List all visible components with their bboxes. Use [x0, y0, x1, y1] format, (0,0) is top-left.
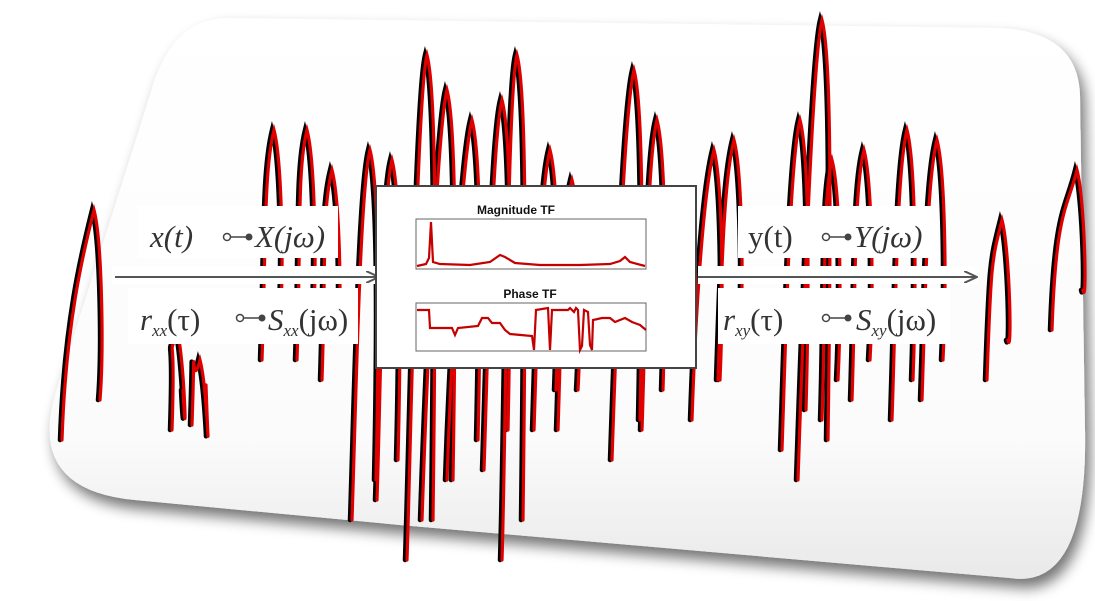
input-power-spectrum: Sxx(jω) [268, 302, 348, 340]
magnitude-plot-frame [415, 218, 647, 270]
output-signal-pair-bg [738, 206, 938, 258]
input-signal-pair-bg [138, 206, 338, 258]
output-arrow-bg [698, 266, 978, 284]
input-arrow-bg [112, 266, 378, 284]
fourier-pair-connector [821, 232, 852, 242]
waveform-measured-trace [57, 209, 103, 443]
waveform-measured-trace [1047, 169, 1086, 333]
output-crosscorrelation: rxy(τ) [723, 302, 783, 340]
fourier-pair-connector [821, 313, 852, 323]
fourier-pair-connector [235, 313, 266, 323]
phase-plot-frame [415, 302, 647, 352]
output-signal-spectrum: Y(jω) [854, 219, 922, 254]
magnitude-plot-title: Magnitude TF [477, 203, 555, 217]
phase-plot-title: Phase TF [503, 287, 556, 301]
waveform-model-trace [1050, 169, 1087, 332]
input-signal-spectrum: X(jω) [253, 219, 325, 254]
waveform-model-trace [60, 209, 104, 442]
system-box: Magnitude TF Phase TF [375, 185, 697, 369]
waveform-measured-trace [187, 359, 209, 439]
waveform-measured-trace [982, 219, 1011, 383]
input-autocorrelation: rxx(τ) [140, 302, 200, 340]
output-cross-spectrum: Sxy(jω) [856, 302, 936, 340]
fourier-pair-connector [222, 232, 253, 242]
magnitude-plot-curve [416, 221, 646, 268]
waveform-model-trace [985, 219, 1012, 382]
output-signal-pair: y(t) [748, 219, 793, 254]
phase-plot-curve [417, 306, 647, 355]
waveform-model-trace [190, 359, 210, 438]
output-correlation-pair-bg [718, 288, 950, 344]
input-signal-pair: x(t) [149, 219, 193, 254]
